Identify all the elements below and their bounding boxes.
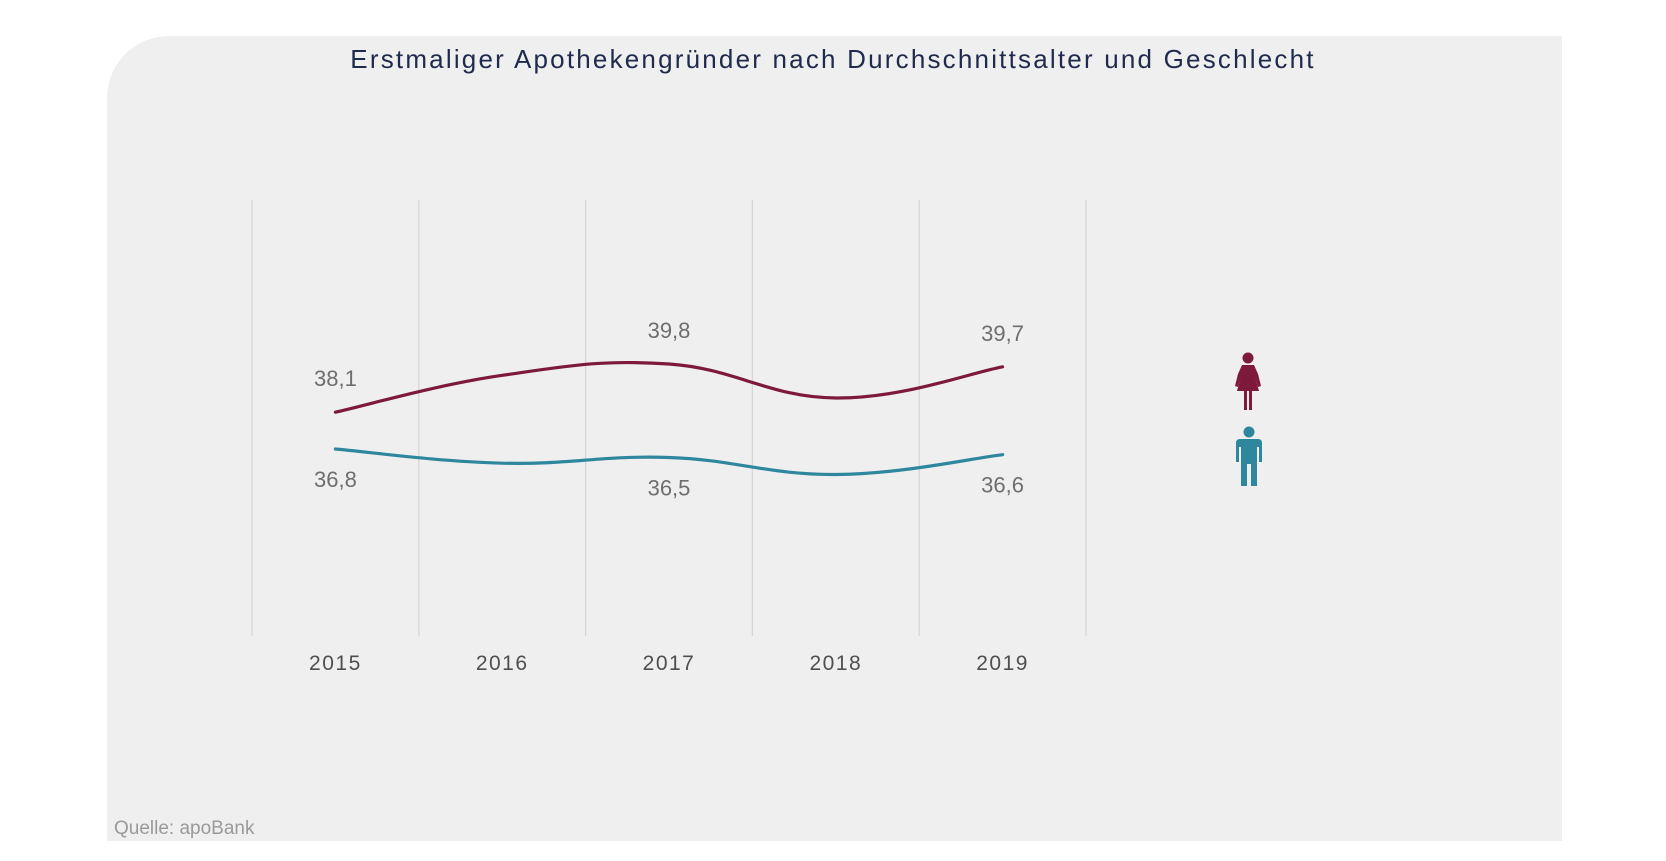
x-tick-label: 2019 xyxy=(976,652,1029,675)
chart-panel xyxy=(107,36,1562,841)
x-tick-label: 2015 xyxy=(309,652,362,675)
data-label: 36,6 xyxy=(981,473,1024,498)
x-axis-labels: 2015 2016 2017 2018 2019 xyxy=(309,652,1029,675)
male-icon xyxy=(1236,426,1262,486)
data-label: 39,8 xyxy=(648,318,691,343)
x-tick-label: 2016 xyxy=(476,652,529,675)
data-labels: 38,1 39,8 39,7 36,8 36,5 36,6 xyxy=(314,318,1024,501)
series-line-frauen xyxy=(333,360,1005,414)
series-lines xyxy=(333,360,1005,477)
data-label: 39,7 xyxy=(981,321,1024,346)
female-icon xyxy=(1235,352,1261,410)
data-label: 36,8 xyxy=(314,467,357,492)
x-tick-label: 2017 xyxy=(643,652,696,675)
source-note: Quelle: apoBank xyxy=(114,818,255,839)
series-line-männer xyxy=(333,447,1005,477)
chart-title: Erstmaliger Apothekengründer nach Durchs… xyxy=(350,44,1316,74)
data-label: 38,1 xyxy=(314,366,357,391)
gridlines xyxy=(251,200,1087,636)
x-tick-label: 2018 xyxy=(809,652,862,675)
data-label: 36,5 xyxy=(648,476,691,501)
